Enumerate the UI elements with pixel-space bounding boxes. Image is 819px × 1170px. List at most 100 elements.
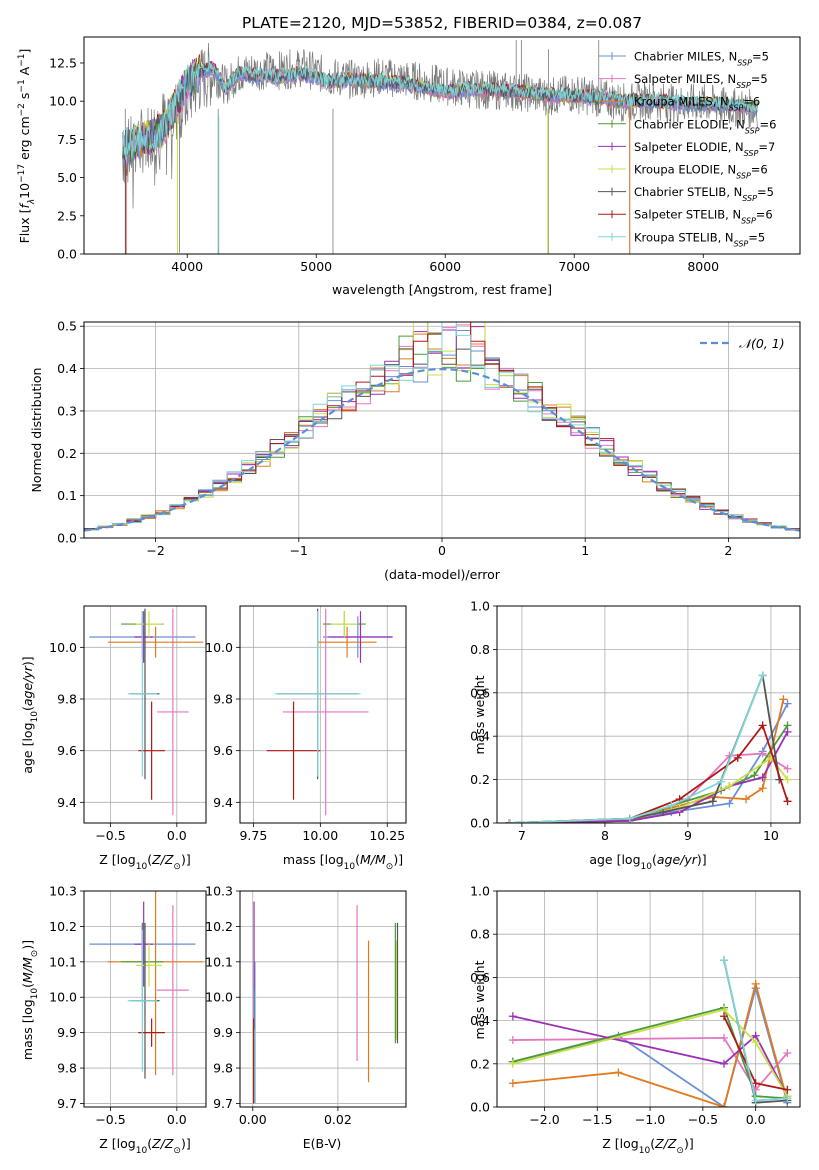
mass-weight-line [509, 731, 789, 823]
x-tick-label: 0.02 [324, 1112, 352, 1127]
mass-weight-marker [733, 753, 742, 762]
mass-weight-marker [750, 771, 759, 780]
y-tick-label: 9.8 [213, 1061, 233, 1076]
mass-weight-marker [508, 1012, 517, 1021]
y-tick-label: 10.0 [49, 640, 77, 655]
legend-label: Chabrier MILES, NSSP=5 [634, 50, 769, 68]
mass-weight-marker [508, 1079, 517, 1088]
mass-weight-marker [725, 799, 734, 808]
y-tick-label: 0.8 [470, 927, 490, 942]
y-tick-label: 9.4 [213, 795, 233, 810]
legend-label: 𝒩(0, 1) [739, 336, 785, 351]
y-tick-label: 0.2 [57, 446, 77, 461]
mass-weight-marker [783, 1085, 792, 1094]
mass-weight-marker [667, 801, 676, 810]
mass-weight-marker [751, 979, 760, 988]
axes-frame [496, 890, 801, 1108]
y-tick-label: 1.0 [470, 884, 490, 899]
x-tick-label: 1 [581, 543, 589, 558]
y-tick-label: 10.3 [49, 884, 77, 899]
legend-label: Salpeter ELODIE, NSSP=7 [634, 140, 775, 158]
mass-weight-line [509, 675, 764, 823]
plot-area [505, 671, 792, 823]
mass-weight-marker [719, 1103, 728, 1107]
x-axis-label: Z [log10(Z/Z⊙)] [602, 1136, 693, 1156]
mass-weight-marker [783, 764, 792, 773]
y-tick-label: 9.9 [57, 1025, 77, 1040]
x-axis-label: Z [log10(Z/Z⊙)] [99, 1136, 190, 1156]
plot-area [89, 891, 204, 1079]
y-tick-label: 0.0 [470, 1100, 490, 1115]
mass-weight-marker [779, 695, 788, 704]
mass-weight-marker [783, 699, 792, 708]
x-tick-label: 7000 [558, 259, 590, 274]
age-vs-Z-panel: −0.5 0.0 9.4 9.6 9.8 10.0 age [log10(age/yr)] Z… [20, 605, 207, 872]
y-tick-label: 0.5 [57, 319, 77, 334]
x-tick-label: −1.5 [582, 1112, 612, 1127]
y-tick-label: 0.0 [57, 247, 77, 262]
y-tick-label: 0.0 [57, 531, 77, 546]
plot-area [266, 608, 393, 816]
x-tick-label: 0.0 [167, 828, 187, 843]
weight-vs-Z-panel: −2.0 −1.5 −1.0 −0.5 0.0 0.0 0.2 0.4 0.6 0.8 1.0 Z [… [470, 884, 801, 1156]
y-tick-label: 9.6 [57, 743, 77, 758]
mass-weight-marker [719, 1059, 728, 1068]
y-tick-label: 0.2 [470, 1056, 490, 1071]
y-tick-label: 10.0 [205, 640, 233, 655]
axes-frame [83, 605, 207, 824]
y-axis-label: mass weight [472, 960, 487, 1039]
x-tick-label: −1.0 [635, 1112, 665, 1127]
axes-frame [239, 605, 407, 824]
legend-label: Kroupa ELODIE, NSSP=6 [634, 163, 768, 181]
y-tick-label: 9.4 [57, 795, 77, 810]
x-axis-label: (data-model)/error [384, 567, 501, 582]
mass-weight-line [509, 703, 789, 823]
y-tick-label: 0.0 [470, 816, 490, 831]
plot-area [122, 40, 758, 254]
axes-frame [496, 605, 801, 824]
mass-weight-line [512, 980, 789, 1107]
plot-area [253, 901, 399, 1104]
mass-weight-marker [758, 721, 767, 730]
mass-weight-marker [505, 819, 514, 823]
residuals-panel: −2 −1 0 1 2 0.0 0.1 0.2 0.3 0.4 0.5 𝒩(0, 1) (data-mo… [29, 319, 801, 582]
mass-weight-marker [751, 1096, 760, 1105]
mass-weight-line [512, 1006, 788, 1100]
plot-area [84, 322, 800, 538]
axes-frame [83, 890, 207, 1108]
mass-weight-marker [719, 1033, 728, 1042]
mass-weight-marker [758, 749, 767, 758]
y-tick-label: 0.2 [470, 772, 490, 787]
x-axis-label: mass [log10(M/M⊙)] [283, 852, 403, 872]
mass-weight-line [512, 1008, 789, 1097]
legend: Chabrier MILES, NSSP=5 Salpeter MILES, NS… [598, 50, 776, 248]
y-tick-label: 10.1 [205, 954, 233, 969]
mass-weight-marker [508, 1036, 517, 1045]
mass-weight-marker [783, 775, 792, 784]
y-tick-label: 7.5 [57, 132, 77, 147]
plot-area [89, 608, 204, 816]
y-tick-label: 9.8 [57, 1061, 77, 1076]
mass-weight-marker [783, 1049, 792, 1057]
weight-vs-age-panel: 7 8 9 10 0.0 0.2 0.4 0.6 0.8 1.0 age [log10(age/yr… [470, 599, 801, 872]
normal-curve [84, 367, 800, 532]
mass-weight-marker [758, 671, 767, 680]
mass-weight-marker [783, 1094, 792, 1103]
y-tick-label: 9.8 [57, 692, 77, 707]
x-tick-label: 7 [518, 828, 526, 843]
age-vs-mass-panel: 9.75 10.00 10.25 9.4 9.6 9.8 10.0 mass [log10(M… [205, 605, 407, 872]
x-tick-label: −0.5 [95, 828, 125, 843]
y-tick-label: 12.5 [49, 55, 77, 70]
y-tick-label: 0.4 [470, 729, 490, 744]
y-tick-label: 0.1 [57, 488, 77, 503]
mass-weight-marker [742, 795, 751, 804]
mass-weight-marker [717, 777, 726, 786]
x-axis-label: Z [log10(Z/Z⊙)] [99, 852, 190, 872]
mass-weight-marker [751, 1038, 760, 1047]
y-tick-label: 9.6 [213, 743, 233, 758]
y-tick-label: 10.3 [205, 884, 233, 899]
y-tick-label: 2.5 [57, 208, 77, 223]
legend-label: Kroupa MILES, NSSP=6 [634, 95, 760, 113]
x-tick-label: −0.5 [95, 1112, 125, 1127]
y-tick-label: 10.0 [49, 990, 77, 1005]
